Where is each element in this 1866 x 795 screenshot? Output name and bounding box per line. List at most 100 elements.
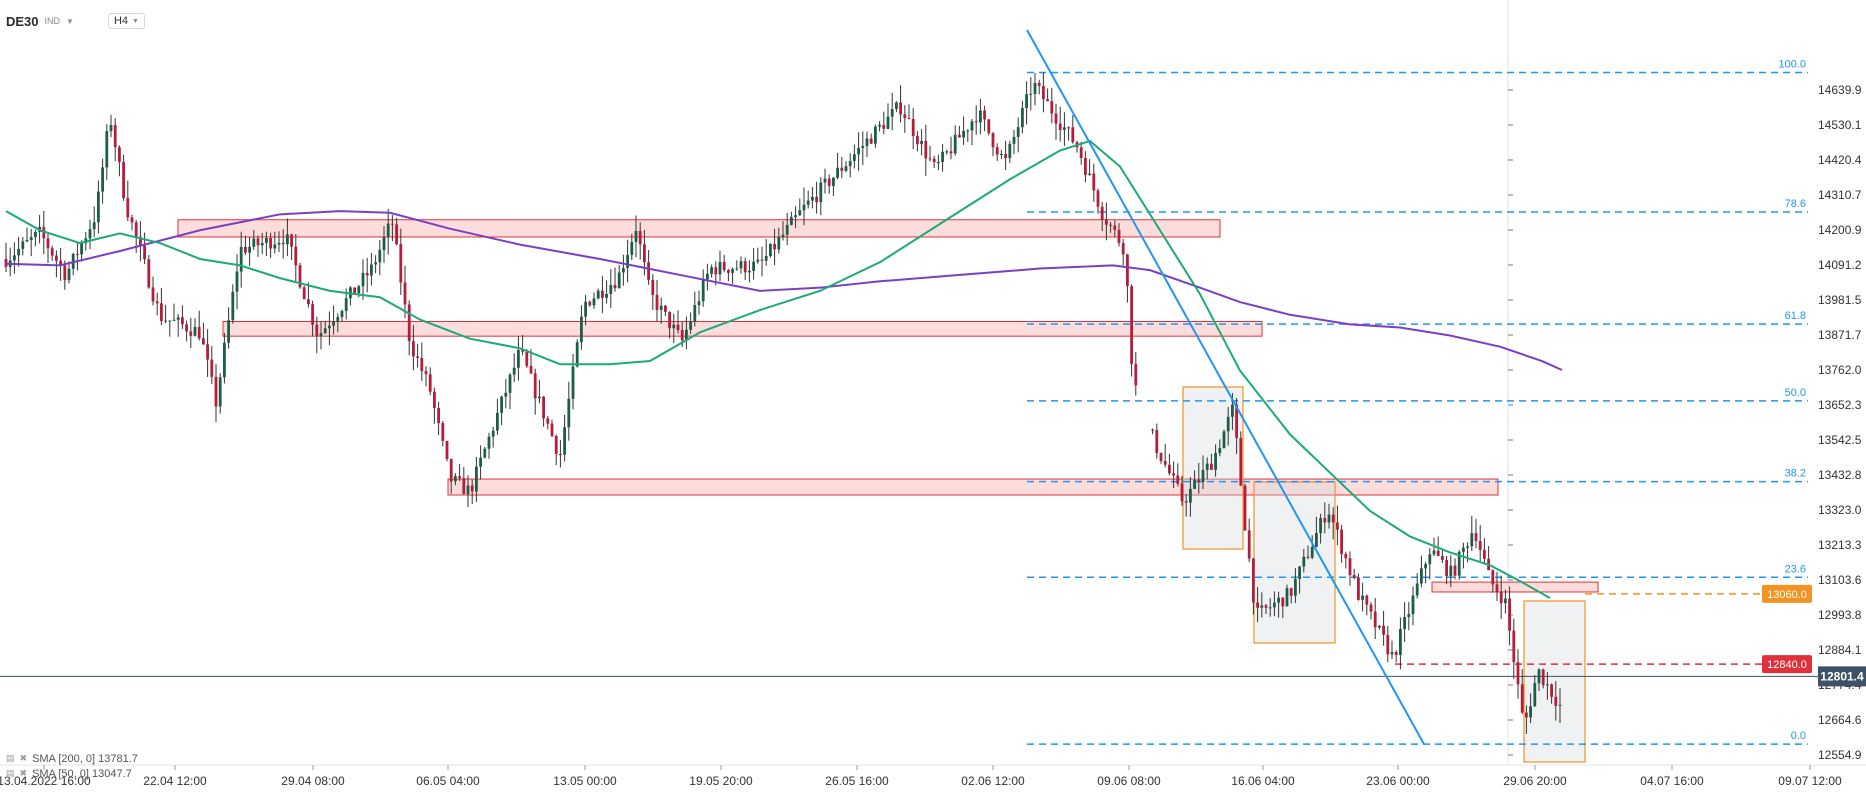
candle-body [101,167,104,192]
y-tick-label: 13652.3 [1818,398,1862,412]
candle-body [949,151,953,154]
candle-body [563,427,566,455]
candle-body [685,329,688,341]
candle-body [958,134,961,138]
legend-label-sma50: SMA [50, 0] 13047.7 [32,767,132,780]
candle-body [1541,669,1545,686]
candle-body [588,301,592,306]
settings-icon[interactable]: ▤ [6,768,15,778]
candle-body [118,147,121,162]
candle-body [937,161,940,163]
candle-body [827,178,831,186]
candle-body [1411,595,1415,615]
candle-body [895,102,898,109]
candle-body [319,333,323,336]
x-tick-label: 13.05 00:00 [553,774,617,788]
candle-body [1105,219,1108,225]
candle-body [966,130,970,132]
candle-body [655,294,659,310]
candle-body [928,158,932,160]
x-tick-label: 13.04.2022 16:00 [0,774,91,788]
candle-body [105,131,109,168]
candle-body [1386,634,1390,655]
candle-body [168,320,172,322]
candle-body [521,350,524,352]
candle-body [1235,404,1238,439]
candle-body [17,248,20,256]
candle-body [1390,651,1394,655]
candle-body [1352,575,1356,578]
candle-body [323,328,327,334]
candle-body [508,374,512,393]
candle-body [1403,617,1406,630]
timeframe-selector[interactable]: H4 ▼ [107,13,145,29]
candle-body [1100,206,1104,220]
candle-body [428,374,432,392]
candle-body [836,167,839,178]
candle-body [1268,607,1272,609]
candle-body [1470,533,1474,547]
candle-body [155,301,159,304]
x-tick-label: 04.07 16:00 [1640,774,1704,788]
candle-body [298,265,302,288]
candle-body [130,217,134,223]
candle-body [907,118,911,120]
candle-body [13,255,16,261]
x-tick-label: 09.06 08:00 [1097,774,1161,788]
candle-body [445,440,449,459]
y-tick-label: 12884.1 [1818,643,1862,657]
candle-body [1159,453,1163,462]
candle-body [1243,485,1247,531]
x-tick-label: 09.07 12:00 [1778,774,1842,788]
candle-body [281,242,285,245]
legend-row-sma50[interactable]: ▤ ✖ SMA [50, 0] 13047.7 [6,766,138,781]
price-level-badge [1762,584,1812,603]
candle-body [848,160,852,167]
candle-body [672,324,676,329]
candle-body [139,236,142,246]
candle-body [1449,565,1453,577]
caret-down-icon[interactable]: ▼ [66,16,74,26]
candle-body [1294,578,1297,596]
candle-body [701,279,705,302]
candle-body [1155,429,1159,454]
candle-body [491,430,495,437]
candle-body [626,254,629,269]
candle-body [181,317,184,325]
close-icon[interactable]: ✖ [19,768,28,778]
legend-row-sma200[interactable]: ▤ ✖ SMA [200, 0] 13781.7 [6,751,138,766]
candle-body [214,376,218,407]
candle-body [386,223,390,238]
candle-body [248,246,251,253]
candle-body [689,321,692,330]
candles-group [4,72,1562,734]
candle-body [50,248,54,256]
candle-body [613,285,617,289]
candle-body [1256,602,1259,608]
fib-level-label: 61.8 [1785,310,1806,322]
candle-body [1042,86,1045,100]
candle-body [1432,550,1436,555]
candle-body [538,396,541,399]
candle-body [1218,448,1222,454]
candle-body [617,272,621,289]
settings-icon[interactable]: ▤ [6,753,15,763]
candle-body [1092,173,1096,191]
candle-body [1029,93,1033,95]
candle-body [294,246,298,266]
y-tick-label: 14639.9 [1818,83,1862,97]
candle-body [676,324,680,331]
close-icon[interactable]: ✖ [19,753,28,763]
candle-body [134,222,138,237]
candle-body [25,239,29,242]
candle-body [500,396,503,413]
candle-body [1252,558,1255,603]
symbol-name[interactable]: DE30 [6,13,39,29]
candle-body [1340,529,1343,554]
y-tick-label: 13981.5 [1818,293,1862,307]
price-zone [222,320,1263,337]
candle-body [1344,553,1348,559]
candle-body [1109,224,1112,226]
candle-body [878,124,881,127]
